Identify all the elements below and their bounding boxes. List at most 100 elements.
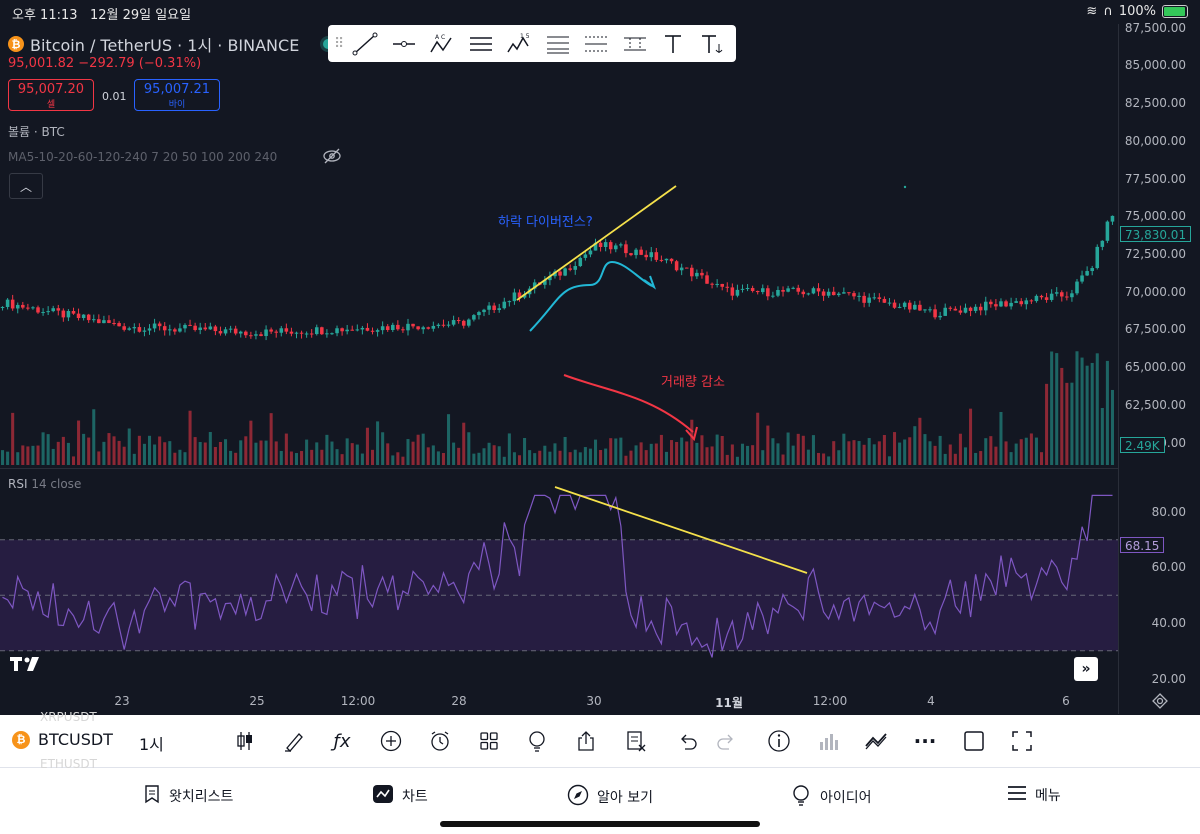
remove-drawings-icon[interactable] <box>622 727 650 755</box>
add-plus-icon[interactable] <box>377 727 405 755</box>
divergence-annotation[interactable]: 하락 다이버전스? <box>498 215 593 230</box>
candle-body <box>0 306 5 308</box>
candle-body <box>223 329 228 334</box>
bitcoin-icon: ₿ <box>12 730 30 749</box>
volume-bar <box>958 433 962 465</box>
volume-bar <box>239 440 243 465</box>
red-arrow-head <box>685 426 698 442</box>
pitchfork-icon[interactable] <box>616 29 655 59</box>
volume-legend[interactable]: 볼륨 · BTC <box>8 125 65 139</box>
volume-bar <box>1004 441 1008 465</box>
volume-bar <box>51 448 55 465</box>
gear-icon[interactable] <box>1152 693 1168 713</box>
candle-body <box>745 288 750 290</box>
drawing-brush-icon[interactable] <box>280 727 308 755</box>
tab-chart[interactable]: 차트 <box>372 784 428 808</box>
candle-body <box>1060 292 1064 297</box>
tab-menu[interactable]: 메뉴 <box>1007 784 1061 806</box>
sell-label: 셀 <box>46 100 56 110</box>
volume-bar <box>943 453 947 465</box>
sell-button[interactable]: 95,007.20 셀 <box>8 79 94 111</box>
candle-body <box>264 329 268 337</box>
svg-text:A C: A C <box>435 34 445 41</box>
buy-button[interactable]: 95,007.21 바이 <box>134 79 220 111</box>
volume-bar <box>827 456 831 465</box>
candle-body <box>5 299 10 307</box>
volume-bar <box>325 434 329 465</box>
tab-watchlist[interactable]: 왓치리스트 <box>143 784 233 808</box>
horizontal-ray-icon[interactable] <box>385 29 424 59</box>
alarm-icon[interactable] <box>426 727 454 755</box>
volume-bar <box>1024 437 1028 465</box>
volume-bar <box>1085 365 1089 465</box>
candle-type-icon[interactable] <box>231 727 259 755</box>
volume-bar <box>913 426 917 465</box>
tab-ideas[interactable]: 아이디어 <box>790 784 872 810</box>
text-icon[interactable] <box>654 29 693 59</box>
rsi-trendline <box>554 486 808 574</box>
volume-bar <box>147 435 152 465</box>
volume-bar <box>386 443 390 465</box>
volume-bar <box>948 444 952 465</box>
rsi-legend[interactable]: RSI 14 close <box>8 477 81 491</box>
symbol-selector[interactable]: ₿ BTCUSDT <box>12 730 113 749</box>
redo-icon[interactable] <box>712 727 740 755</box>
info-icon[interactable] <box>765 727 793 755</box>
parallel-channel-icon[interactable] <box>462 29 501 59</box>
volume-bar <box>593 439 598 465</box>
fib-retracement-icon[interactable] <box>539 29 578 59</box>
eye-hidden-icon[interactable] <box>322 147 342 165</box>
candle-body <box>1085 271 1089 276</box>
volume-bar <box>528 450 532 465</box>
symbol-title[interactable]: Bitcoin / TetherUS · 1시 · BINANCE <box>30 36 300 55</box>
candle-body <box>218 331 223 334</box>
volume-bar <box>872 444 876 465</box>
candle-body <box>710 283 714 285</box>
status-time: 오후 11:13 12월 29일 일요일 <box>12 8 192 23</box>
volume-bar <box>92 409 96 465</box>
volume-bar <box>898 442 902 465</box>
candle-body <box>51 308 55 312</box>
volume-bar <box>269 413 273 465</box>
candle-body <box>157 323 162 327</box>
candle-body <box>953 308 958 311</box>
volume-chart-icon[interactable] <box>814 727 842 755</box>
symbol-header[interactable]: ₿ Bitcoin / TetherUS · 1시 · BINANCE <box>8 32 334 56</box>
trend-line-icon[interactable] <box>346 29 385 59</box>
more-icon[interactable]: ··· <box>913 729 937 753</box>
share-icon[interactable] <box>572 727 600 755</box>
volume-bar <box>401 456 405 465</box>
volume-drop-annotation[interactable]: 거래량 감소 <box>661 375 725 390</box>
fib-extension-icon[interactable] <box>577 29 616 59</box>
interval-selector[interactable]: 1시 <box>139 735 164 754</box>
scroll-to-realtime-button[interactable]: » <box>1074 657 1098 681</box>
candle-body <box>669 258 674 262</box>
status-icons: ≋ ∩ 100% <box>1086 4 1188 19</box>
drag-handle-icon[interactable]: ⠿ <box>334 35 345 52</box>
candle-body <box>907 302 912 310</box>
undo-icon[interactable] <box>674 727 702 755</box>
candle-body <box>97 319 101 324</box>
candle-body <box>1080 275 1084 282</box>
tab-explore[interactable]: 알아 보기 <box>567 784 653 810</box>
collapse-legend-button[interactable]: ︿ <box>9 173 43 199</box>
compare-icon[interactable] <box>862 727 890 755</box>
price-axis-label: 75,000.00 <box>1124 209 1186 223</box>
price-axis-label: 65,000.00 <box>1124 360 1186 374</box>
indicators-fx-icon[interactable]: ƒx <box>333 730 351 752</box>
volume-bar <box>852 440 856 465</box>
templates-grid-icon[interactable] <box>475 727 503 755</box>
volume-bar <box>1105 360 1109 465</box>
ma-legend[interactable]: MA5-10-20-60-120-240 7 20 50 100 200 240 <box>8 150 278 164</box>
ideas-bulb-icon[interactable] <box>523 727 551 755</box>
volume-bar <box>132 453 136 465</box>
layout-square-icon[interactable] <box>960 727 988 755</box>
candle-body <box>720 283 724 287</box>
candle-body <box>705 275 709 284</box>
fullscreen-icon[interactable] <box>1008 727 1036 755</box>
chart-canvas[interactable] <box>0 0 1200 715</box>
anchored-text-icon[interactable] <box>693 29 732 59</box>
abcd-pattern-icon[interactable]: A C <box>423 29 462 59</box>
elliott-wave-icon[interactable]: 1 5 <box>500 29 539 59</box>
volume-bar <box>624 455 628 465</box>
